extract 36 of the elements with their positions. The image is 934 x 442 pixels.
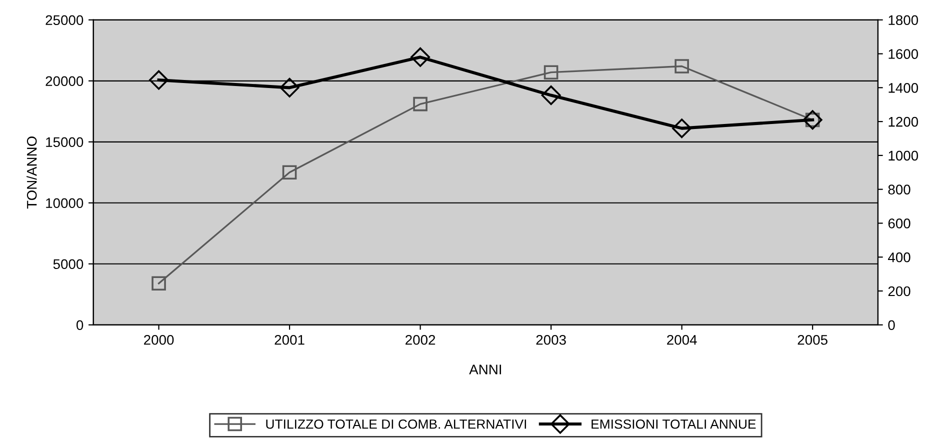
x-tick-label: 2004 [667,334,697,345]
point [674,59,689,74]
y2-tick-label: 1000 [888,150,918,161]
point [282,165,297,180]
point [672,118,692,138]
y2-tick-label: 1200 [888,116,918,127]
y-tick-label: 25000 [46,15,84,26]
legend-label: UTILIZZO TOTALE DI COMB. ALTERNATIVI [266,419,526,429]
point [152,276,166,291]
y2-tick-label: 400 [888,252,910,262]
y2-tick-label: 600 [888,218,910,228]
x-tick-label: 2005 [798,334,828,345]
point [541,86,561,106]
legend-label: EMISSIONI TOTALI ANNUE [592,419,756,429]
y2-tick-label: 0 [888,320,895,330]
point [149,70,169,90]
x-tick-label: 2001 [274,334,304,345]
y-tick-label: 0 [76,320,84,330]
y-axis-title: TON/ANNO [26,136,37,209]
y-tick-label: 15000 [46,137,84,148]
y-tick-label: 5000 [53,259,84,270]
x-tick-label: 2002 [406,334,436,345]
point [413,96,428,112]
point [280,78,300,98]
x-tick-label: 2000 [144,334,174,345]
y2-tick-label: 800 [888,184,910,194]
point [544,65,558,80]
y-tick-label: 10000 [46,198,84,208]
y2-tick-label: 200 [888,286,910,296]
x-axis-title: ANNI [469,364,501,374]
y2-tick-label: 1800 [888,15,918,26]
y-tick-label: 20000 [46,76,84,86]
y2-tick-label: 1600 [888,49,918,59]
point [410,47,430,67]
y2-tick-label: 1400 [888,83,918,93]
x-tick-label: 2003 [536,334,566,345]
